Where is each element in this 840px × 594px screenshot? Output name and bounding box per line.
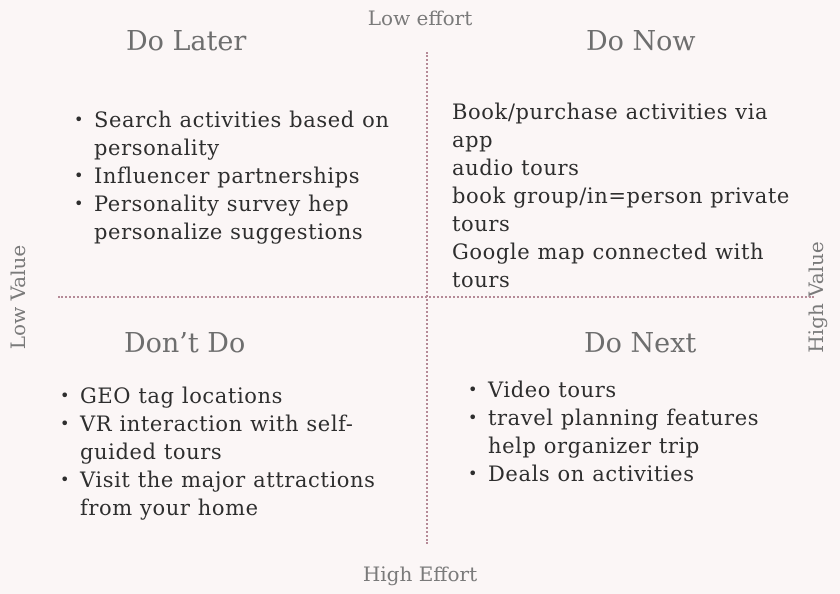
list-item: travel planning features help organizer … [466,404,786,460]
list-item: Google map connected with tours [452,240,765,292]
quadrant-title-do-now: Do Now [586,26,696,57]
list-dont-do: GEO tag locations VR interaction with se… [58,382,398,522]
list-item: Visit the major attractions from your ho… [58,466,398,522]
list-item: GEO tag locations [58,382,398,410]
list-item: book group/in=person private tours [452,184,790,236]
quadrant-title-do-next: Do Next [584,328,697,359]
list-item: Search activities based on personality [72,106,412,162]
list-item: Video tours [466,376,786,404]
list-item: audio tours [452,156,580,180]
list-item: Influencer partnerships [72,162,412,190]
list-do-now: Book/purchase activities via app audio t… [452,98,812,294]
vertical-divider [426,52,428,544]
list-item: Personality survey hep personalize sugge… [72,190,412,246]
axis-label-high-effort: High Effort [362,562,478,586]
axis-label-low-value: Low Value [6,244,30,350]
list-item: Book/purchase activities via app [452,100,769,152]
horizontal-divider [58,296,814,298]
quadrant-title-do-later: Do Later [126,26,247,57]
quadrant-title-dont-do: Don’t Do [124,328,246,359]
axis-label-low-effort: Low effort [367,6,473,30]
list-item: VR interaction with self-guided tours [58,410,398,466]
list-item: Deals on activities [466,460,786,488]
list-do-next: Video tours travel planning features hel… [466,376,786,488]
list-do-later: Search activities based on personality I… [72,106,412,246]
